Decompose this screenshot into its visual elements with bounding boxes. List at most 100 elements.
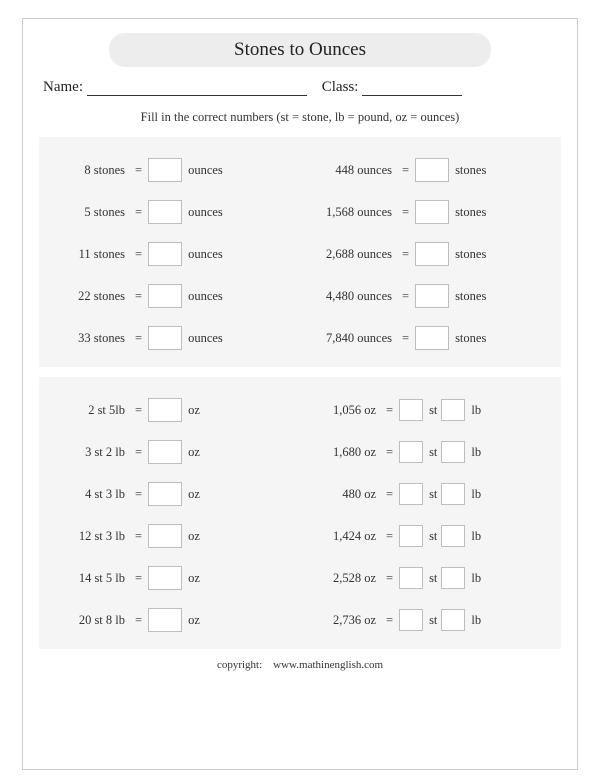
table-row: 22 stones=ounces4,480 ounces=stones bbox=[45, 275, 555, 317]
copyright: copyright: www.mathinenglish.com bbox=[39, 659, 561, 671]
answer-box[interactable] bbox=[415, 326, 449, 350]
equals: = bbox=[380, 445, 399, 460]
unit-label: lb bbox=[465, 613, 481, 628]
answer-box[interactable] bbox=[415, 200, 449, 224]
answer-box[interactable] bbox=[148, 524, 182, 548]
unit-label: oz bbox=[182, 571, 200, 586]
rhs-value: 2,688 ounces bbox=[300, 247, 396, 262]
answer-box-lb[interactable] bbox=[441, 399, 465, 421]
answer-box-st[interactable] bbox=[399, 399, 423, 421]
equals: = bbox=[129, 613, 148, 628]
unit-label: lb bbox=[465, 487, 481, 502]
answer-box[interactable] bbox=[148, 440, 182, 464]
answer-box[interactable] bbox=[148, 158, 182, 182]
unit-label: st bbox=[423, 571, 437, 586]
table-row: 11 stones=ounces2,688 ounces=stones bbox=[45, 233, 555, 275]
equals: = bbox=[129, 247, 148, 262]
answer-box-lb[interactable] bbox=[441, 525, 465, 547]
unit-label: oz bbox=[182, 403, 200, 418]
table-row: 4 st 3 lb=oz480 oz=stlb bbox=[45, 473, 555, 515]
table-row: 12 st 3 lb=oz1,424 oz=stlb bbox=[45, 515, 555, 557]
equals: = bbox=[129, 487, 148, 502]
unit-label: st bbox=[423, 613, 437, 628]
answer-box[interactable] bbox=[148, 200, 182, 224]
rhs-value: 448 ounces bbox=[300, 163, 396, 178]
rhs-value: 2,736 oz bbox=[300, 613, 380, 628]
answer-box-st[interactable] bbox=[399, 483, 423, 505]
unit-label: ounces bbox=[182, 163, 223, 178]
unit-label: st bbox=[423, 487, 437, 502]
answer-box-st[interactable] bbox=[399, 609, 423, 631]
lhs-value: 33 stones bbox=[45, 331, 129, 346]
unit-label: st bbox=[423, 529, 437, 544]
block1-rows: 8 stones=ounces448 ounces=stones5 stones… bbox=[45, 149, 555, 359]
answer-box-lb[interactable] bbox=[441, 567, 465, 589]
lhs-value: 2 st 5lb bbox=[45, 403, 129, 418]
answer-box[interactable] bbox=[415, 242, 449, 266]
unit-label: oz bbox=[182, 613, 200, 628]
answer-box-st[interactable] bbox=[399, 525, 423, 547]
unit-label: lb bbox=[465, 403, 481, 418]
answer-box-st[interactable] bbox=[399, 567, 423, 589]
unit-label: ounces bbox=[182, 331, 223, 346]
block2-rows: 2 st 5lb=oz1,056 oz=stlb3 st 2 lb=oz1,68… bbox=[45, 389, 555, 641]
table-row: 2 st 5lb=oz1,056 oz=stlb bbox=[45, 389, 555, 431]
table-row: 3 st 2 lb=oz1,680 oz=stlb bbox=[45, 431, 555, 473]
unit-label: stones bbox=[449, 331, 486, 346]
table-row: 5 stones=ounces1,568 ounces=stones bbox=[45, 191, 555, 233]
equals: = bbox=[396, 247, 415, 262]
instruction-text: Fill in the correct numbers (st = stone,… bbox=[39, 110, 561, 125]
equals: = bbox=[380, 613, 399, 628]
equals: = bbox=[129, 205, 148, 220]
table-row: 8 stones=ounces448 ounces=stones bbox=[45, 149, 555, 191]
worksheet-sheet: Stones to Ounces Name: Class: Fill in th… bbox=[22, 18, 578, 770]
answer-box[interactable] bbox=[148, 608, 182, 632]
unit-label: stones bbox=[449, 247, 486, 262]
lhs-value: 4 st 3 lb bbox=[45, 487, 129, 502]
answer-box[interactable] bbox=[148, 566, 182, 590]
unit-label: ounces bbox=[182, 247, 223, 262]
equals: = bbox=[129, 163, 148, 178]
answer-box-lb[interactable] bbox=[441, 441, 465, 463]
rhs-value: 480 oz bbox=[300, 487, 380, 502]
unit-label: lb bbox=[465, 571, 481, 586]
equals: = bbox=[380, 571, 399, 586]
rhs-value: 7,840 ounces bbox=[300, 331, 396, 346]
equals: = bbox=[129, 571, 148, 586]
equals: = bbox=[396, 205, 415, 220]
equals: = bbox=[396, 163, 415, 178]
block-simple: 8 stones=ounces448 ounces=stones5 stones… bbox=[39, 137, 561, 367]
unit-label: lb bbox=[465, 529, 481, 544]
answer-box-lb[interactable] bbox=[441, 609, 465, 631]
answer-box[interactable] bbox=[148, 398, 182, 422]
equals: = bbox=[129, 403, 148, 418]
lhs-value: 5 stones bbox=[45, 205, 129, 220]
answer-box[interactable] bbox=[148, 284, 182, 308]
class-blank[interactable] bbox=[362, 82, 462, 96]
lhs-value: 11 stones bbox=[45, 247, 129, 262]
rhs-value: 2,528 oz bbox=[300, 571, 380, 586]
equals: = bbox=[380, 403, 399, 418]
equals: = bbox=[380, 487, 399, 502]
answer-box[interactable] bbox=[148, 242, 182, 266]
unit-label: ounces bbox=[182, 205, 223, 220]
answer-box[interactable] bbox=[415, 158, 449, 182]
answer-box[interactable] bbox=[148, 482, 182, 506]
equals: = bbox=[129, 289, 148, 304]
copyright-site: www.mathinenglish.com bbox=[273, 659, 383, 671]
lhs-value: 22 stones bbox=[45, 289, 129, 304]
answer-box[interactable] bbox=[148, 326, 182, 350]
unit-label: stones bbox=[449, 289, 486, 304]
answer-box-st[interactable] bbox=[399, 441, 423, 463]
equals: = bbox=[129, 445, 148, 460]
answer-box[interactable] bbox=[415, 284, 449, 308]
worksheet-title: Stones to Ounces bbox=[109, 33, 491, 67]
block-compound: 2 st 5lb=oz1,056 oz=stlb3 st 2 lb=oz1,68… bbox=[39, 377, 561, 649]
answer-box-lb[interactable] bbox=[441, 483, 465, 505]
rhs-value: 1,424 oz bbox=[300, 529, 380, 544]
unit-label: stones bbox=[449, 205, 486, 220]
name-blank[interactable] bbox=[87, 82, 307, 96]
rhs-value: 4,480 ounces bbox=[300, 289, 396, 304]
unit-label: st bbox=[423, 403, 437, 418]
table-row: 33 stones=ounces7,840 ounces=stones bbox=[45, 317, 555, 359]
